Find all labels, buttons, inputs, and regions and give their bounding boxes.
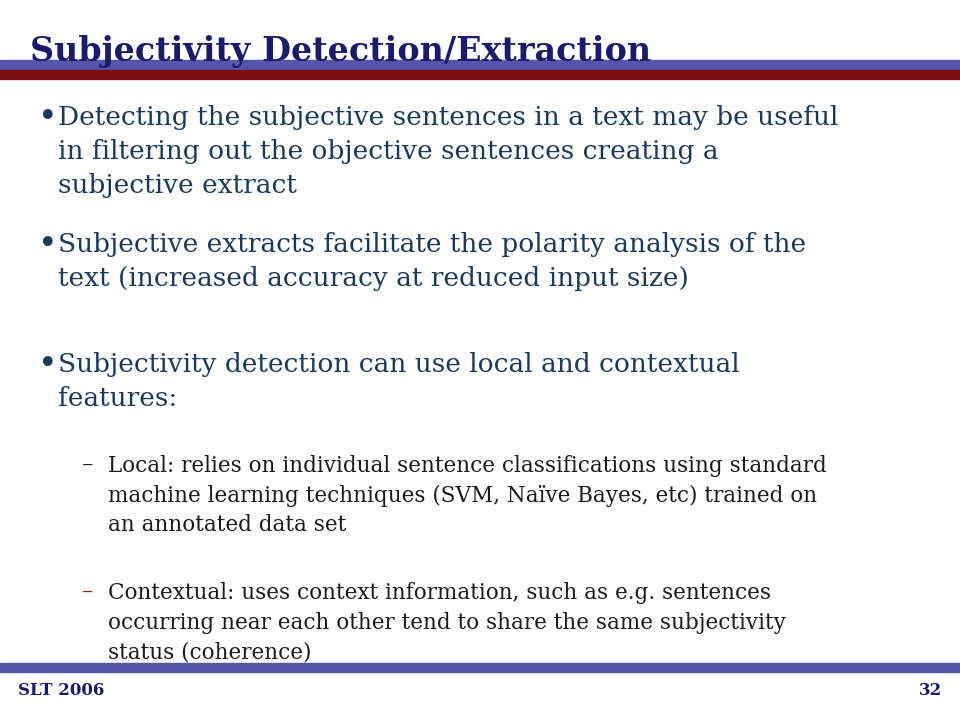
Text: Subjectivity detection can use local and contextual
features:: Subjectivity detection can use local and… [58, 352, 739, 411]
Text: •: • [38, 349, 58, 381]
Text: Detecting the subjective sentences in a text may be useful
in filtering out the : Detecting the subjective sentences in a … [58, 105, 838, 198]
Text: Subjective extracts facilitate the polarity analysis of the
text (increased accu: Subjective extracts facilitate the polar… [58, 232, 806, 291]
Text: Local: relies on individual sentence classifications using standard
machine lear: Local: relies on individual sentence cla… [108, 455, 827, 536]
Text: 32: 32 [919, 682, 942, 699]
Bar [0, 60, 960, 70]
Bar [0, 663, 960, 672]
Text: •: • [38, 102, 58, 134]
Text: •: • [38, 229, 58, 261]
Text: –: – [82, 455, 93, 477]
Text: SLT 2006: SLT 2006 [18, 682, 105, 699]
Text: Subjectivity Detection/Extraction: Subjectivity Detection/Extraction [30, 35, 651, 68]
Bar [0, 70, 960, 79]
Text: Contextual: uses context information, such as e.g. sentences
occurring near each: Contextual: uses context information, su… [108, 582, 786, 663]
Text: –: – [82, 582, 93, 604]
